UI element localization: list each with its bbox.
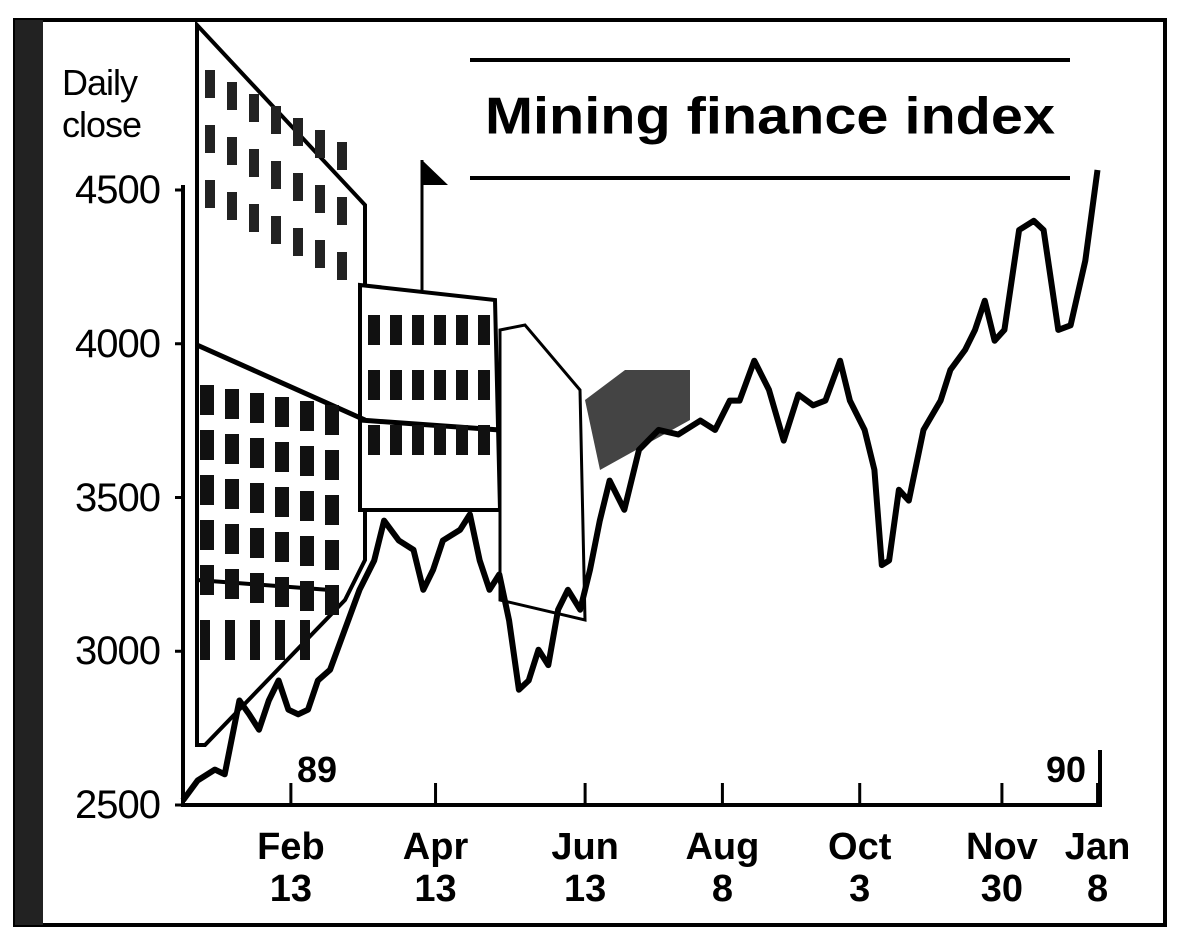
window <box>390 370 402 400</box>
window <box>205 125 215 153</box>
window <box>456 425 468 455</box>
window <box>325 585 339 615</box>
window <box>225 389 239 419</box>
window <box>325 405 339 435</box>
y-tick-label: 4000 <box>40 324 160 364</box>
window <box>293 173 303 201</box>
x-tick-label: Apr 13 <box>403 826 468 910</box>
window <box>315 240 325 268</box>
window <box>275 532 289 562</box>
window <box>275 397 289 427</box>
annotation: 90 <box>1046 752 1086 788</box>
window <box>456 370 468 400</box>
window <box>200 565 214 595</box>
window <box>227 192 237 220</box>
window <box>300 620 310 660</box>
window <box>368 425 380 455</box>
window <box>300 536 314 566</box>
window <box>315 130 325 158</box>
window <box>293 228 303 256</box>
y-tick-label: 3000 <box>40 631 160 671</box>
window <box>225 569 239 599</box>
window <box>434 315 446 345</box>
window <box>250 528 264 558</box>
y-tick-label: 4500 <box>40 170 160 210</box>
y-tick-label: 2500 <box>40 785 160 825</box>
window <box>250 620 260 660</box>
window <box>275 442 289 472</box>
window <box>368 370 380 400</box>
window <box>300 581 314 611</box>
window <box>200 385 214 415</box>
chart: Mining finance index <box>0 0 1179 934</box>
window <box>271 216 281 244</box>
frame-edge <box>15 20 43 925</box>
window <box>205 180 215 208</box>
window <box>293 118 303 146</box>
window <box>275 487 289 517</box>
window <box>250 393 264 423</box>
window <box>200 520 214 550</box>
chart-title: Mining finance index <box>485 88 1055 146</box>
window <box>337 197 347 225</box>
window <box>456 315 468 345</box>
window <box>478 315 490 345</box>
window <box>275 620 285 660</box>
window <box>225 620 235 660</box>
window <box>227 137 237 165</box>
window <box>300 446 314 476</box>
window <box>225 434 239 464</box>
window <box>250 483 264 513</box>
window <box>337 142 347 170</box>
window <box>225 524 239 554</box>
window <box>434 425 446 455</box>
window <box>200 620 210 660</box>
window <box>300 401 314 431</box>
window <box>390 425 402 455</box>
y-axis-label: Daily close <box>62 62 141 146</box>
x-tick-label: Jan 8 <box>1065 826 1130 910</box>
page: Mining finance index Daily close 2500 300… <box>0 0 1179 934</box>
window <box>271 106 281 134</box>
window <box>250 438 264 468</box>
window <box>227 82 237 110</box>
window <box>249 204 259 232</box>
window <box>205 70 215 98</box>
window <box>325 540 339 570</box>
x-tick-label: Aug 8 <box>685 826 759 910</box>
window <box>412 315 424 345</box>
window <box>275 577 289 607</box>
window <box>478 370 490 400</box>
annotation: 89 <box>297 752 337 788</box>
x-tick-label: Feb 13 <box>257 826 325 910</box>
window <box>200 430 214 460</box>
window <box>250 573 264 603</box>
window <box>249 149 259 177</box>
window <box>249 94 259 122</box>
window <box>412 370 424 400</box>
x-tick-label: Jun 13 <box>551 826 619 910</box>
window <box>300 491 314 521</box>
x-tick-label: Nov 30 <box>966 826 1038 910</box>
window <box>412 425 424 455</box>
window <box>200 475 214 505</box>
window <box>478 425 490 455</box>
window <box>390 315 402 345</box>
window <box>337 252 347 280</box>
window <box>368 315 380 345</box>
y-tick-label: 3500 <box>40 478 160 518</box>
window <box>271 161 281 189</box>
window <box>434 370 446 400</box>
window <box>325 495 339 525</box>
window <box>225 479 239 509</box>
x-tick-label: Oct 3 <box>828 826 891 910</box>
window <box>315 185 325 213</box>
window <box>325 450 339 480</box>
